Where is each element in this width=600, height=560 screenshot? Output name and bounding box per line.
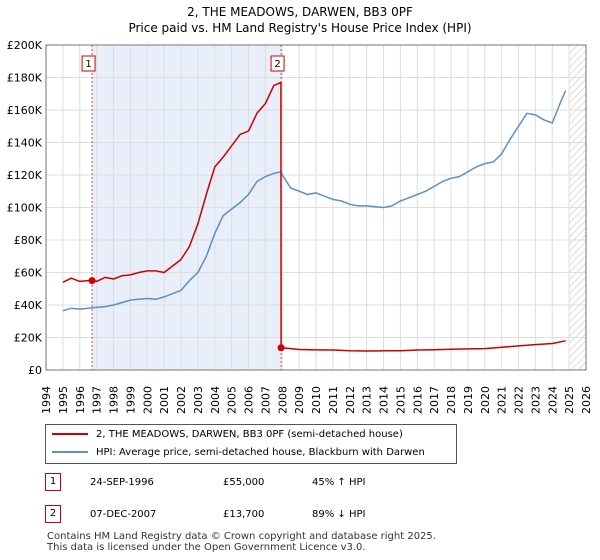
x-tick-label: 2026: [580, 386, 593, 414]
y-tick-label: £160K: [7, 104, 43, 117]
annotation-label: 2: [274, 59, 280, 70]
x-tick-label: 2013: [361, 386, 374, 414]
chart-title-line1: 2, THE MEADOWS, DARWEN, BB3 0PF: [187, 5, 413, 19]
transaction-price: £55,000: [223, 477, 265, 488]
x-tick-label: 2002: [175, 386, 188, 414]
x-tick-label: 2005: [226, 386, 239, 414]
legend-swatch-property: [52, 433, 88, 435]
x-tick-label: 1998: [108, 386, 121, 414]
x-tick-label: 2011: [327, 386, 340, 414]
y-tick-label: £20K: [14, 332, 43, 345]
x-tick-label: 2012: [344, 386, 357, 414]
y-tick-label: £0: [28, 364, 42, 377]
hpi-series-line: [62, 90, 567, 312]
annotation-label: 1: [85, 59, 91, 70]
chart-title: 2, THE MEADOWS, DARWEN, BB3 0PF Price pa…: [0, 4, 600, 36]
footer-line2: This data is licensed under the Open Gov…: [47, 542, 366, 553]
transaction-badge: 1: [45, 473, 61, 491]
y-tick-label: £100K: [7, 202, 43, 215]
y-tick-label: £40K: [14, 299, 43, 312]
property-price-line: [62, 81, 566, 352]
x-tick-label: 2000: [141, 386, 154, 414]
x-tick-label: 1994: [40, 386, 53, 414]
x-tick-label: 2001: [158, 386, 171, 414]
x-tick-label: 2025: [563, 386, 576, 414]
x-tick-label: 2017: [428, 386, 441, 414]
x-tick-label: 2023: [529, 386, 542, 414]
x-tick-label: 2006: [243, 386, 256, 414]
x-tick-label: 2015: [394, 386, 407, 414]
x-tick-label: 2003: [192, 386, 205, 414]
x-tick-label: 1995: [57, 386, 70, 414]
x-tick-label: 2021: [496, 386, 509, 414]
x-tick-label: 2022: [513, 386, 526, 414]
y-tick-label: £180K: [7, 72, 43, 85]
legend-swatch-hpi: [52, 451, 88, 453]
legend-item-property: 2, THE MEADOWS, DARWEN, BB3 0PF (semi-de…: [52, 427, 403, 443]
y-tick-label: £200K: [7, 39, 43, 52]
x-tick-label: 2020: [479, 386, 492, 414]
plot-frame: [45, 44, 587, 371]
y-tick-label: £80K: [14, 234, 43, 247]
sale-point: [277, 344, 285, 352]
x-tick-label: 2018: [445, 386, 458, 414]
x-tick-label: 2016: [411, 386, 424, 414]
transaction-date: 07-DEC-2007: [90, 509, 157, 520]
x-tick-label: 2014: [378, 386, 391, 414]
transaction-hpi-diff: 89% ↓ HPI: [312, 509, 366, 520]
footer: Contains HM Land Registry data © Crown c…: [47, 531, 436, 553]
x-tick-label: 2009: [293, 386, 306, 414]
sale-point: [88, 277, 96, 285]
y-tick-label: £60K: [14, 267, 43, 280]
x-tick-label: 1996: [74, 386, 87, 414]
x-tick-label: 1999: [124, 386, 137, 414]
legend-item-hpi: HPI: Average price, semi-detached house,…: [52, 445, 425, 461]
x-tick-label: 2007: [259, 386, 272, 414]
x-tick-label: 2024: [546, 386, 559, 414]
legend-label-hpi: HPI: Average price, semi-detached house,…: [96, 447, 425, 458]
footer-line1: Contains HM Land Registry data © Crown c…: [47, 531, 436, 542]
price-chart: 1 2 £0 £20K £40K £60K £80K £100K £120K £140K £160K…: [7, 39, 593, 414]
transaction-hpi-diff: 45% ↑ HPI: [312, 477, 366, 488]
x-tick-label: 2004: [209, 386, 222, 414]
legend-label-property: 2, THE MEADOWS, DARWEN, BB3 0PF (semi-de…: [96, 429, 403, 440]
transaction-price: £13,700: [223, 509, 265, 520]
transaction-date: 24-SEP-1996: [90, 477, 154, 488]
x-tick-label: 2019: [462, 386, 475, 414]
y-tick-label: £140K: [7, 137, 43, 150]
annotation-box: [81, 55, 96, 72]
y-tick-label: £120K: [7, 169, 43, 182]
legend: 2, THE MEADOWS, DARWEN, BB3 0PF (semi-de…: [45, 424, 457, 464]
x-tick-label: 2010: [310, 386, 323, 414]
x-tick-label: 1997: [91, 386, 104, 414]
annotation-box: [270, 55, 285, 72]
x-tick-label: 2008: [276, 386, 289, 414]
transaction-badge: 2: [45, 505, 61, 523]
chart-title-line2: Price paid vs. HM Land Registry's House …: [128, 21, 472, 35]
